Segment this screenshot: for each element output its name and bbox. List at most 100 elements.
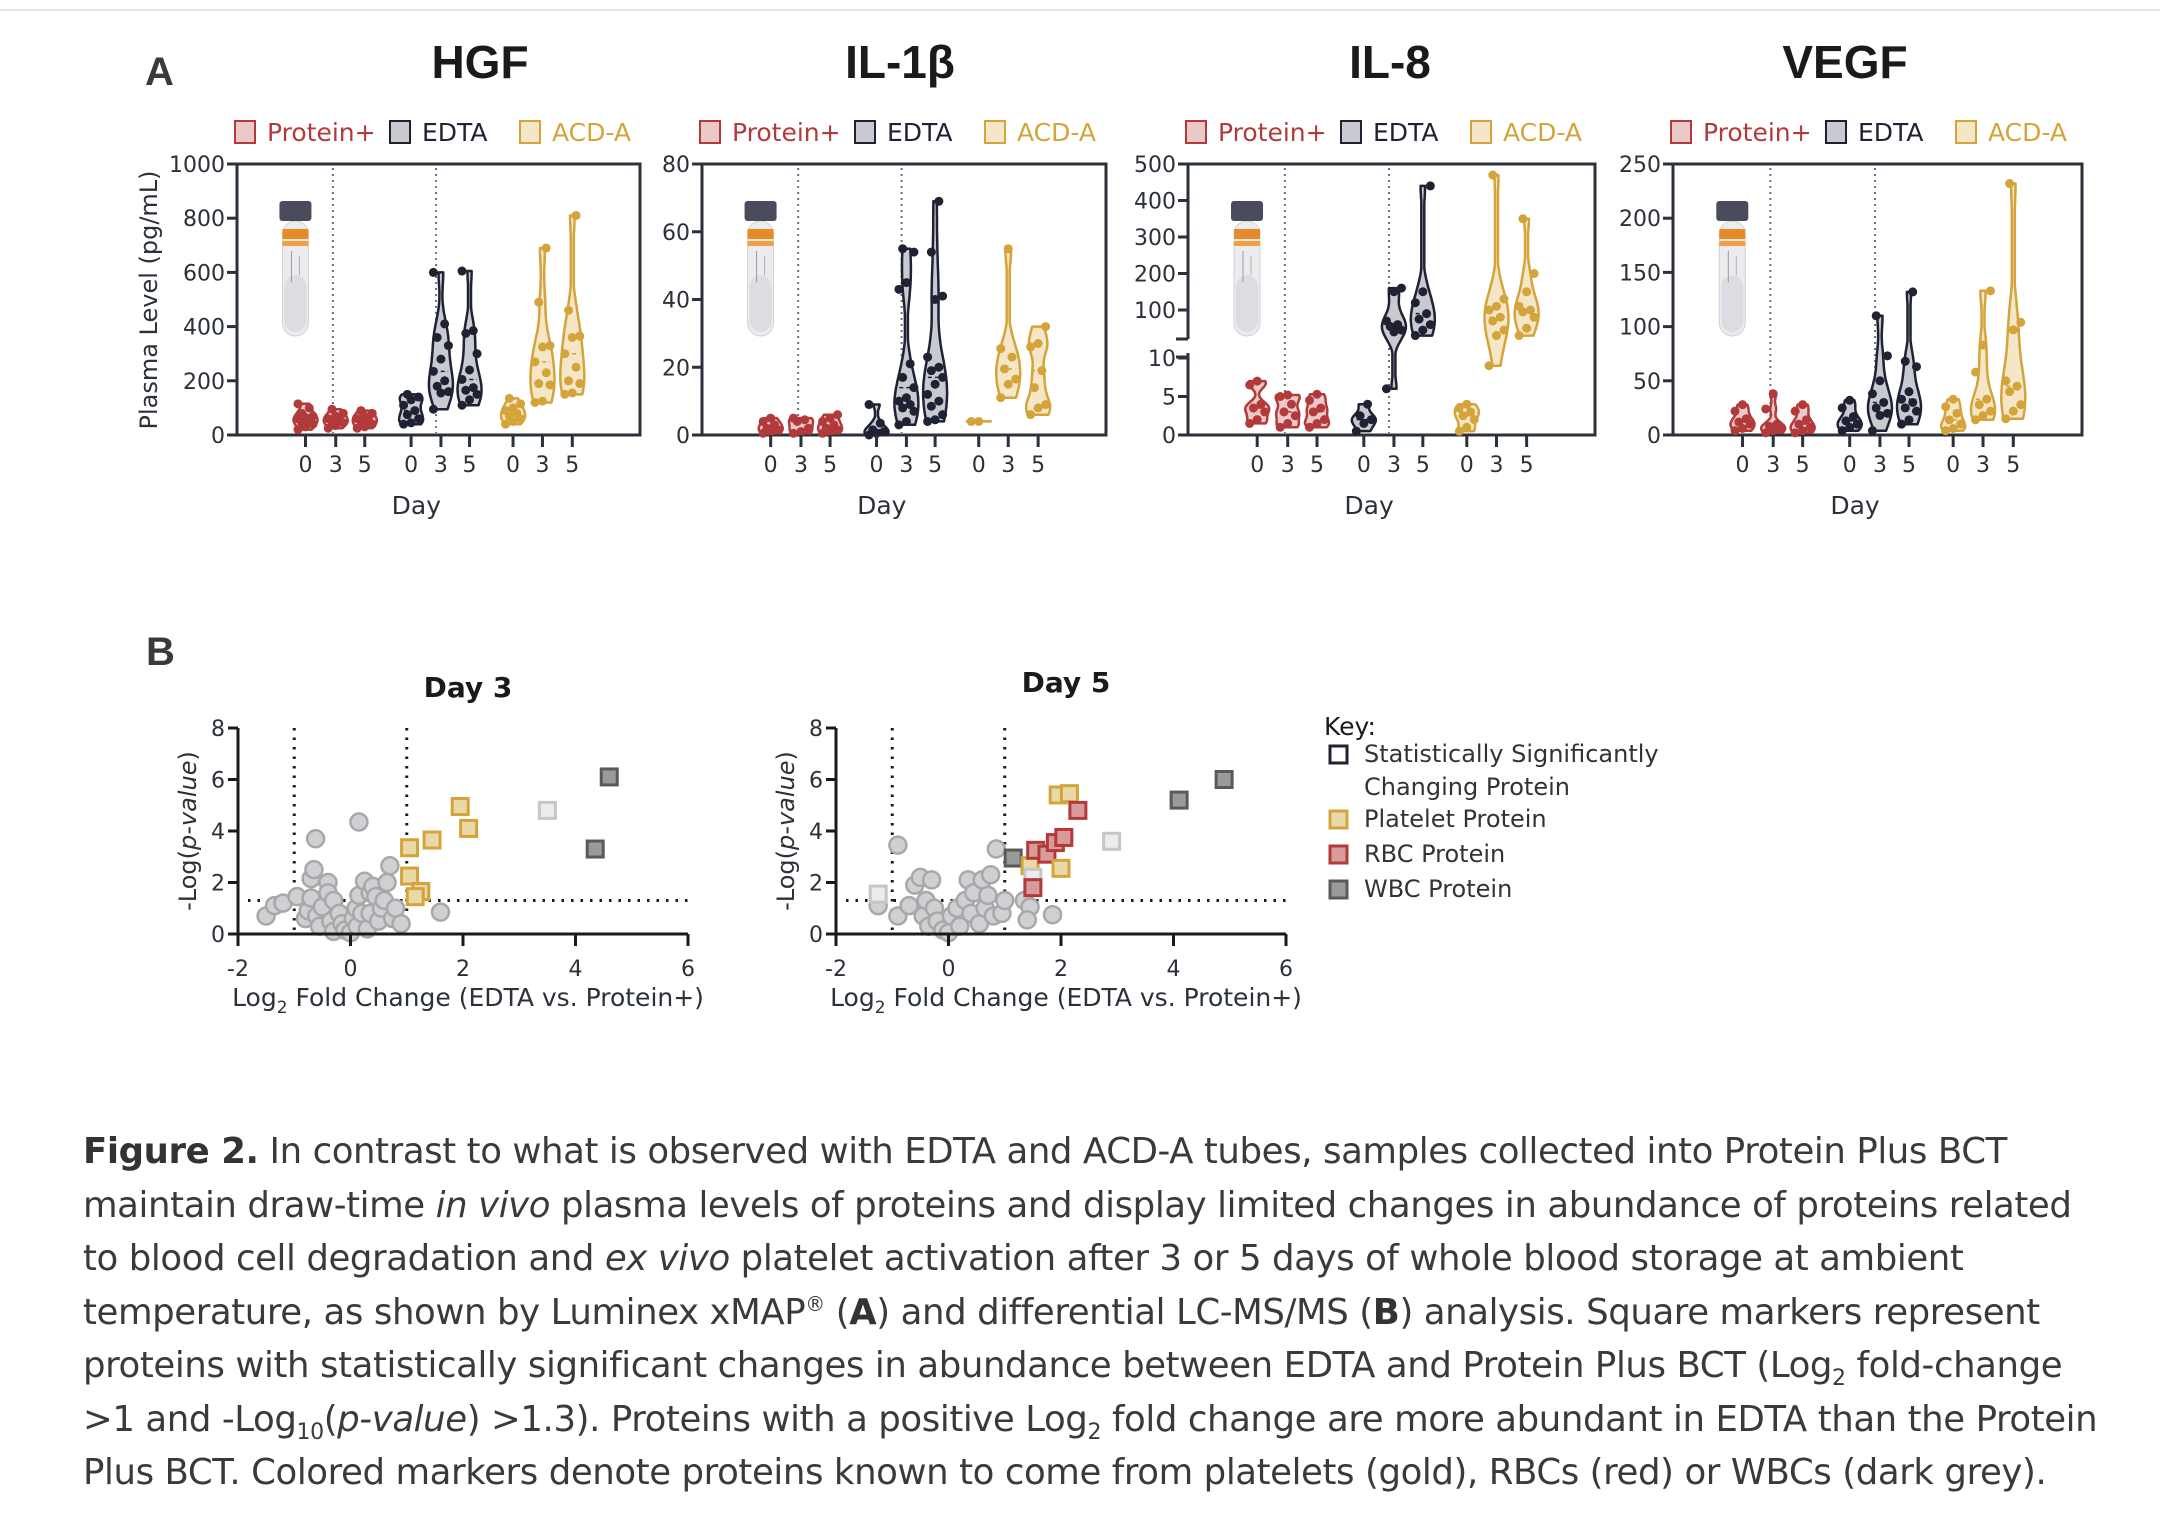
data-point	[1911, 406, 1921, 416]
data-point	[1768, 389, 1778, 399]
data-point	[428, 404, 438, 414]
significant-protein-marker-platelet	[405, 887, 425, 907]
y-tick-label: 50	[1633, 370, 1661, 395]
caption-text: 10	[296, 1419, 325, 1445]
legend-swatch	[1955, 120, 1977, 144]
tube-liquid	[1721, 275, 1744, 332]
data-point	[923, 389, 933, 399]
legend-swatch	[1185, 120, 1207, 144]
violin-group-edta	[863, 196, 949, 440]
legend-item-protein-: Protein+	[234, 118, 376, 147]
nonsignificant-protein-point	[899, 895, 919, 916]
tube-label-band-2	[1719, 241, 1746, 246]
legend-swatch	[1470, 120, 1492, 144]
nonsignificant-protein-point	[391, 913, 411, 934]
legend-item-protein-: Protein+	[1185, 118, 1327, 147]
data-point	[1971, 415, 1981, 425]
data-point	[436, 354, 446, 364]
data-point	[1026, 410, 1036, 420]
data-point	[457, 400, 467, 410]
data-point	[428, 267, 438, 277]
key-item: WBC Protein	[1328, 875, 1512, 903]
data-point	[575, 331, 585, 341]
data-point	[1462, 422, 1472, 432]
y-tick-label: 400	[1134, 190, 1176, 215]
data-point	[410, 406, 420, 416]
data-point	[879, 427, 889, 437]
data-point	[1738, 423, 1748, 433]
x-tick-label: 5	[1796, 453, 1810, 478]
data-point	[1529, 312, 1539, 322]
data-point	[1454, 403, 1464, 413]
data-point	[1978, 340, 1988, 350]
volcano-key: Key:Statistically Significantly Changing …	[1324, 712, 1659, 903]
data-point	[788, 428, 798, 438]
x-tick-label: 5	[1310, 453, 1324, 478]
key-item: Platelet Protein	[1328, 805, 1547, 833]
data-point	[1499, 294, 1509, 304]
violin-group-acd-a	[965, 244, 1052, 426]
data-point	[472, 349, 482, 359]
key-swatch	[1328, 809, 1349, 830]
data-point	[1764, 421, 1774, 431]
x-tick-label: 3	[1001, 453, 1015, 478]
data-point	[560, 389, 570, 399]
key-label: Statistically Significantly	[1364, 740, 1659, 768]
significant-protein-marker-wbc	[1169, 790, 1189, 810]
data-point	[1805, 422, 1815, 432]
key-label: RBC Protein	[1364, 840, 1505, 868]
data-point	[966, 416, 976, 426]
data-point	[331, 411, 341, 421]
x-tick-label: -2	[825, 957, 847, 982]
data-point	[821, 423, 831, 433]
data-point	[406, 418, 416, 428]
nonsignificant-protein-point	[980, 865, 1001, 885]
data-point	[1730, 426, 1740, 436]
x-tick-label: 3	[1873, 453, 1887, 478]
y-tick-label: 2	[211, 872, 225, 897]
data-point	[1941, 426, 1951, 436]
caption-text: in vivo	[435, 1184, 551, 1226]
key-swatch	[1328, 879, 1349, 900]
data-point	[465, 395, 475, 405]
data-point	[1037, 366, 1047, 376]
data-point	[1845, 395, 1855, 405]
data-point	[803, 423, 813, 433]
data-point	[1381, 384, 1391, 394]
data-point	[1359, 418, 1369, 428]
data-point	[1900, 356, 1910, 366]
y-tick-label: 100	[1134, 299, 1176, 324]
data-point	[323, 414, 333, 424]
nonsignificant-protein-point	[888, 835, 908, 855]
x-tick-label: 3	[1387, 453, 1401, 478]
data-point	[1761, 428, 1771, 438]
data-point	[1738, 400, 1748, 410]
legend-label: ACD-A	[1017, 118, 1096, 147]
data-point	[996, 344, 1006, 354]
x-tick-label: 3	[1976, 453, 1990, 478]
data-point	[1837, 426, 1847, 436]
nonsignificant-protein-point	[1042, 904, 1063, 925]
data-point	[1389, 287, 1399, 297]
nonsignificant-protein-point	[995, 890, 1015, 911]
caption-text: ) and differential LC-MS/MS (	[876, 1291, 1373, 1333]
x-tick-label: 0	[764, 453, 778, 478]
legend-item-protein-: Protein+	[1670, 118, 1812, 147]
data-point	[1790, 428, 1800, 438]
legend-swatch	[1670, 120, 1692, 144]
nonsignificant-protein-point	[349, 812, 369, 832]
data-point	[1410, 298, 1420, 308]
data-point	[1794, 419, 1804, 429]
data-point	[1986, 286, 1996, 296]
caption-text: maintain draw-time	[83, 1184, 436, 1226]
data-point	[864, 400, 874, 410]
data-point	[461, 328, 471, 338]
data-point	[440, 319, 450, 329]
y-tick-label: 300	[1134, 226, 1176, 251]
nonsignificant-protein-point	[978, 885, 998, 906]
data-point	[1798, 400, 1808, 410]
caption-text: 2	[1087, 1419, 1102, 1445]
x-axis-label: Log2 Fold Change (EDTA vs. Protein+)	[232, 983, 704, 1018]
